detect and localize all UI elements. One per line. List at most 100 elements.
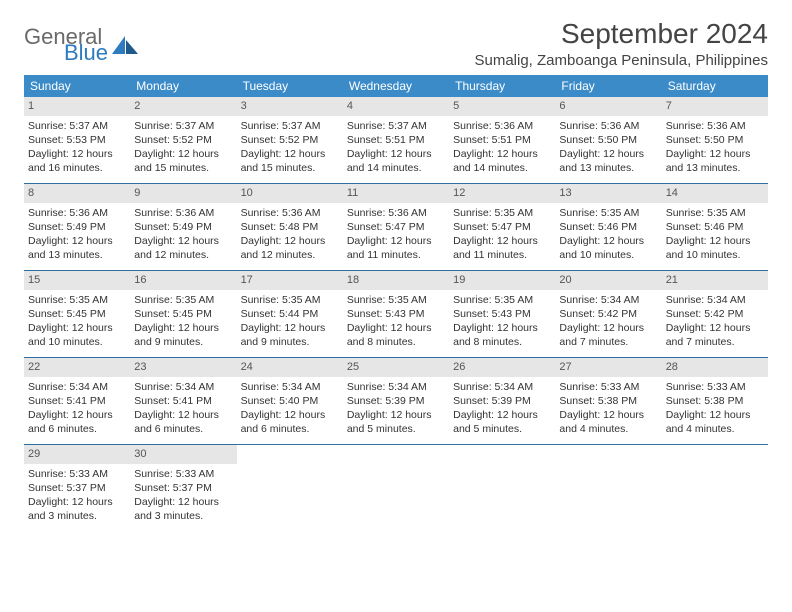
sunset-line: Sunset: 5:51 PM [347, 133, 445, 147]
day-cell: 15Sunrise: 5:35 AMSunset: 5:45 PMDayligh… [24, 271, 130, 357]
sunset-line: Sunset: 5:43 PM [347, 307, 445, 321]
day-number: 27 [555, 358, 661, 377]
day-cell: 8Sunrise: 5:36 AMSunset: 5:49 PMDaylight… [24, 184, 130, 270]
daylight-line: Daylight: 12 hours and 12 minutes. [134, 234, 232, 262]
day-number: 22 [24, 358, 130, 377]
day-number: 11 [343, 184, 449, 203]
daylight-line: Daylight: 12 hours and 11 minutes. [453, 234, 551, 262]
day-number: 20 [555, 271, 661, 290]
day-cell: 12Sunrise: 5:35 AMSunset: 5:47 PMDayligh… [449, 184, 555, 270]
day-cell: 17 Sunrise: 5:35 AMSunset: 5:44 PMDayligh… [237, 271, 343, 357]
sunrise-line: Sunrise: 5:33 AM [134, 467, 232, 481]
daylight-line: Daylight: 12 hours and 14 minutes. [453, 147, 551, 175]
sunset-line: Sunset: 5:43 PM [453, 307, 551, 321]
sunrise-line: Sunrise: 5:36 AM [453, 119, 551, 133]
sunrise-line: Sunrise: 5:35 AM [347, 293, 445, 307]
week-row: 8Sunrise: 5:36 AMSunset: 5:49 PMDaylight… [24, 184, 768, 271]
day-cell: 23Sunrise: 5:34 AMSunset: 5:41 PMDayligh… [130, 358, 236, 444]
day-cell: 22Sunrise: 5:34 AMSunset: 5:41 PMDayligh… [24, 358, 130, 444]
dow-label: Monday [130, 75, 236, 97]
sunset-line: Sunset: 5:45 PM [28, 307, 126, 321]
daylight-line: Daylight: 12 hours and 9 minutes. [134, 321, 232, 349]
logo: General Blue [24, 26, 138, 64]
week-row: 22Sunrise: 5:34 AMSunset: 5:41 PMDayligh… [24, 358, 768, 445]
day-number: 17 [237, 271, 343, 290]
sunrise-line: Sunrise: 5:35 AM [453, 293, 551, 307]
day-number: 16 [130, 271, 236, 290]
sunrise-line: Sunrise: 5:33 AM [28, 467, 126, 481]
sunrise-line: Sunrise: 5:34 AM [134, 380, 232, 394]
day-number: 6 [555, 97, 661, 116]
sunrise-line: Sunrise: 5:35 AM [28, 293, 126, 307]
daylight-line: Daylight: 12 hours and 7 minutes. [559, 321, 657, 349]
day-cell: 4Sunrise: 5:37 AMSunset: 5:51 PMDaylight… [343, 97, 449, 183]
day-number: 10 [237, 184, 343, 203]
daylight-line: Daylight: 12 hours and 7 minutes. [666, 321, 764, 349]
day-number: 1 [24, 97, 130, 116]
sunset-line: Sunset: 5:46 PM [666, 220, 764, 234]
dow-label: Wednesday [343, 75, 449, 97]
day-cell [237, 445, 343, 531]
sunset-line: Sunset: 5:44 PM [241, 307, 339, 321]
daylight-line: Daylight: 12 hours and 13 minutes. [559, 147, 657, 175]
day-cell [662, 445, 768, 531]
sunset-line: Sunset: 5:47 PM [347, 220, 445, 234]
sunset-line: Sunset: 5:41 PM [28, 394, 126, 408]
sunrise-line: Sunrise: 5:34 AM [28, 380, 126, 394]
sunrise-line: Sunrise: 5:34 AM [666, 293, 764, 307]
sunrise-line: Sunrise: 5:33 AM [666, 380, 764, 394]
day-cell: 3Sunrise: 5:37 AMSunset: 5:52 PMDaylight… [237, 97, 343, 183]
sunrise-line: Sunrise: 5:35 AM [241, 293, 339, 307]
day-number: 7 [662, 97, 768, 116]
sunset-line: Sunset: 5:39 PM [347, 394, 445, 408]
day-number: 14 [662, 184, 768, 203]
sunset-line: Sunset: 5:38 PM [666, 394, 764, 408]
daylight-line: Daylight: 12 hours and 6 minutes. [241, 408, 339, 436]
day-cell [343, 445, 449, 531]
day-cell: 27Sunrise: 5:33 AMSunset: 5:38 PMDayligh… [555, 358, 661, 444]
day-cell: 20 Sunrise: 5:34 AMSunset: 5:42 PMDayligh… [555, 271, 661, 357]
day-number: 12 [449, 184, 555, 203]
sunset-line: Sunset: 5:48 PM [241, 220, 339, 234]
day-cell [555, 445, 661, 531]
day-number: 4 [343, 97, 449, 116]
sunrise-line: Sunrise: 5:36 AM [241, 206, 339, 220]
sunrise-line: Sunrise: 5:37 AM [241, 119, 339, 133]
daylight-line: Daylight: 12 hours and 12 minutes. [241, 234, 339, 262]
daylight-line: Daylight: 12 hours and 9 minutes. [241, 321, 339, 349]
sunrise-line: Sunrise: 5:34 AM [453, 380, 551, 394]
day-number: 21 [662, 271, 768, 290]
day-cell: 24Sunrise: 5:34 AMSunset: 5:40 PMDayligh… [237, 358, 343, 444]
day-cell: 10 Sunrise: 5:36 AMSunset: 5:48 PMDayligh… [237, 184, 343, 270]
sunset-line: Sunset: 5:42 PM [666, 307, 764, 321]
day-number: 19 [449, 271, 555, 290]
sunset-line: Sunset: 5:40 PM [241, 394, 339, 408]
location-subtitle: Sumalig, Zamboanga Peninsula, Philippine… [474, 52, 768, 69]
sunset-line: Sunset: 5:46 PM [559, 220, 657, 234]
daylight-line: Daylight: 12 hours and 4 minutes. [559, 408, 657, 436]
sunset-line: Sunset: 5:45 PM [134, 307, 232, 321]
day-cell: 1Sunrise: 5:37 AMSunset: 5:53 PMDaylight… [24, 97, 130, 183]
daylight-line: Daylight: 12 hours and 13 minutes. [28, 234, 126, 262]
day-number: 9 [130, 184, 236, 203]
sunrise-line: Sunrise: 5:34 AM [241, 380, 339, 394]
day-number: 5 [449, 97, 555, 116]
daylight-line: Daylight: 12 hours and 16 minutes. [28, 147, 126, 175]
daylight-line: Daylight: 12 hours and 10 minutes. [666, 234, 764, 262]
daylight-line: Daylight: 12 hours and 15 minutes. [134, 147, 232, 175]
day-cell: 30Sunrise: 5:33 AMSunset: 5:37 PMDayligh… [130, 445, 236, 531]
daylight-line: Daylight: 12 hours and 5 minutes. [453, 408, 551, 436]
day-cell: 5Sunrise: 5:36 AMSunset: 5:51 PMDaylight… [449, 97, 555, 183]
sunrise-line: Sunrise: 5:36 AM [28, 206, 126, 220]
sunrise-line: Sunrise: 5:36 AM [559, 119, 657, 133]
daylight-line: Daylight: 12 hours and 10 minutes. [28, 321, 126, 349]
sunset-line: Sunset: 5:52 PM [241, 133, 339, 147]
sunrise-line: Sunrise: 5:34 AM [559, 293, 657, 307]
sunset-line: Sunset: 5:52 PM [134, 133, 232, 147]
sunset-line: Sunset: 5:42 PM [559, 307, 657, 321]
day-number: 30 [130, 445, 236, 464]
calendar-grid: SundayMondayTuesdayWednesdayThursdayFrid… [24, 75, 768, 531]
day-cell [449, 445, 555, 531]
sunrise-line: Sunrise: 5:34 AM [347, 380, 445, 394]
sunset-line: Sunset: 5:39 PM [453, 394, 551, 408]
